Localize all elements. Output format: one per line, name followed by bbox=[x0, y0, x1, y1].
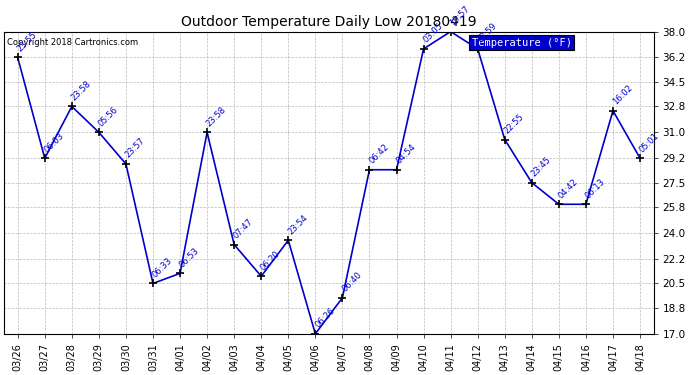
Text: 23:58: 23:58 bbox=[70, 79, 93, 102]
Text: 03:05: 03:05 bbox=[422, 21, 444, 45]
Text: 22:55: 22:55 bbox=[502, 112, 526, 135]
Text: 23:57: 23:57 bbox=[124, 136, 147, 160]
Text: 06:42: 06:42 bbox=[367, 142, 391, 166]
Text: 06:03: 06:03 bbox=[43, 131, 66, 154]
Text: 05:01: 05:01 bbox=[638, 131, 661, 154]
Text: 19:57: 19:57 bbox=[448, 4, 472, 27]
Text: 04:42: 04:42 bbox=[557, 177, 580, 200]
Text: 07:47: 07:47 bbox=[232, 217, 255, 240]
Text: 04:54: 04:54 bbox=[394, 142, 417, 166]
Text: 06:53: 06:53 bbox=[178, 246, 201, 269]
Text: 06:13: 06:13 bbox=[584, 177, 607, 200]
Text: 06:40: 06:40 bbox=[340, 270, 364, 294]
Text: 23:58: 23:58 bbox=[205, 105, 228, 128]
Text: 23:59: 23:59 bbox=[475, 21, 499, 45]
Text: 23:55: 23:55 bbox=[15, 30, 39, 53]
Text: 06:26: 06:26 bbox=[313, 306, 337, 330]
Text: 23:45: 23:45 bbox=[530, 155, 553, 178]
Text: Copyright 2018 Cartronics.com: Copyright 2018 Cartronics.com bbox=[8, 38, 139, 46]
Text: Temperature (°F): Temperature (°F) bbox=[472, 38, 572, 48]
Text: 06:20: 06:20 bbox=[259, 249, 282, 272]
Text: 05:56: 05:56 bbox=[97, 105, 120, 128]
Text: 23:54: 23:54 bbox=[286, 213, 309, 236]
Text: 06:33: 06:33 bbox=[151, 256, 174, 279]
Title: Outdoor Temperature Daily Low 20180419: Outdoor Temperature Daily Low 20180419 bbox=[181, 15, 477, 29]
Text: 16:02: 16:02 bbox=[611, 83, 634, 106]
